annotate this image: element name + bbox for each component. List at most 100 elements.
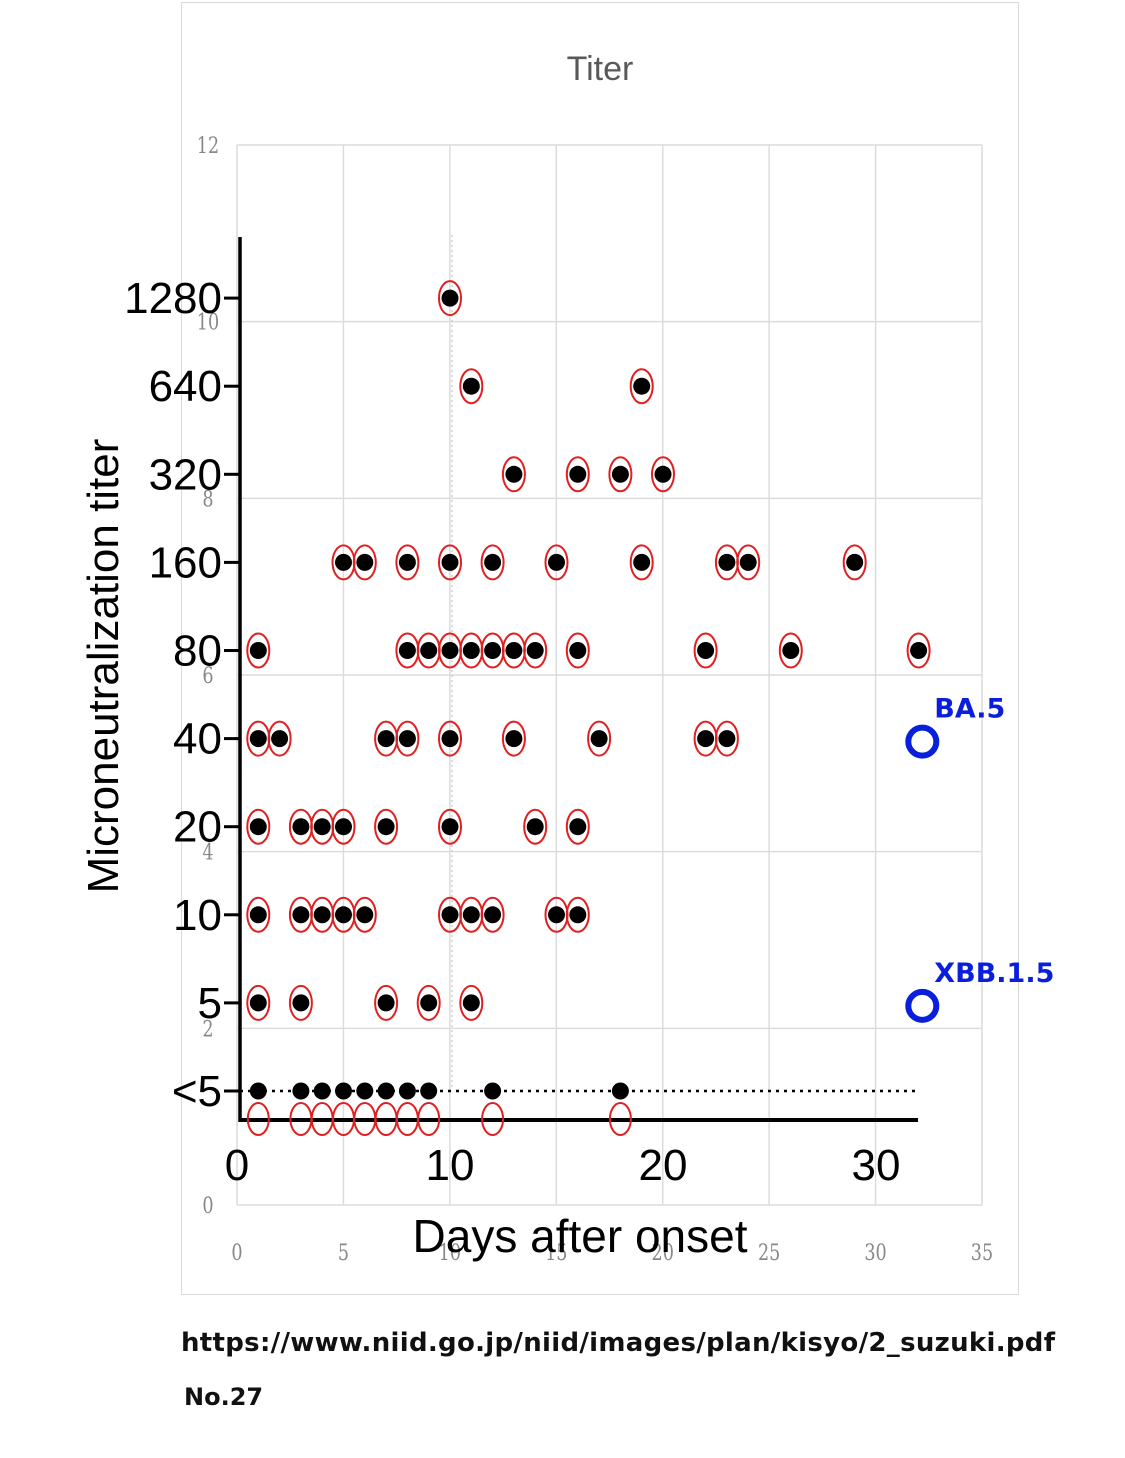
- data-point-dot: [846, 553, 864, 571]
- data-point: [608, 456, 633, 493]
- bg-y-tick-label: 2: [202, 1016, 213, 1041]
- data-point-ring: [246, 984, 271, 1021]
- chart-frame: [181, 2, 1019, 1295]
- data-point-dot: [249, 818, 267, 836]
- bg-x-tick-label: 20: [652, 1240, 674, 1265]
- variant-label: BA.5: [934, 694, 1005, 725]
- data-point-ring: [374, 808, 399, 845]
- variant-marker: BA.5: [905, 694, 1005, 759]
- data-point-ring: [438, 544, 462, 581]
- data-point-dot: [611, 1082, 629, 1100]
- data-point-ring: [565, 632, 590, 669]
- data-point-ring: [481, 1102, 505, 1136]
- x-tick-label: 30: [852, 1141, 901, 1190]
- data-point: [246, 632, 271, 669]
- data-point: [374, 1082, 398, 1136]
- data-point-dot: [484, 906, 502, 924]
- bg-x-tick-label: 0: [231, 1240, 242, 1265]
- data-point-dot: [356, 906, 374, 924]
- background-tick-labels: 0 5 10 15 20 25 30 35 0 2 4 6 8 10 12: [197, 133, 993, 1265]
- variant-markers: BA.5 XBB.1.5: [905, 694, 1054, 1023]
- data-point-ring: [288, 984, 313, 1021]
- data-point: [459, 368, 484, 405]
- data-point: [374, 808, 399, 845]
- data-point-dot: [526, 818, 544, 836]
- data-point: [395, 720, 420, 757]
- data-point: [693, 720, 718, 757]
- data-point-ring: [352, 896, 377, 933]
- data-point-dot: [569, 818, 587, 836]
- data-point: [565, 808, 590, 845]
- data-point: [523, 808, 548, 845]
- data-point-dot: [590, 730, 608, 748]
- data-point-dot: [398, 553, 416, 571]
- data-point-dot: [462, 377, 480, 395]
- variant-circle: [905, 724, 940, 759]
- data-point: [459, 984, 484, 1021]
- data-point: [246, 720, 271, 757]
- x-tick-labels: 0 10 20 30: [225, 1141, 901, 1190]
- data-point: [906, 632, 931, 669]
- bg-x-tick-label: 30: [864, 1240, 886, 1265]
- data-point: [565, 456, 590, 493]
- data-point-dot: [441, 642, 459, 659]
- data-point-ring: [523, 808, 548, 845]
- data-point-ring: [331, 808, 356, 845]
- y-tick-label: 320: [149, 450, 222, 499]
- data-point: [523, 632, 548, 669]
- data-point: [310, 896, 335, 933]
- data-point-dot: [377, 818, 395, 836]
- data-point-ring: [480, 544, 505, 581]
- data-point-dot: [398, 1082, 416, 1100]
- y-tick-label: <5: [172, 1067, 222, 1116]
- data-point-dot: [313, 818, 331, 836]
- data-point-ring: [906, 632, 931, 669]
- y-axis-title: Microneutralization titer: [79, 439, 128, 894]
- data-point-dot: [569, 465, 587, 483]
- data-points: [246, 280, 931, 1136]
- data-point-dot: [249, 1082, 267, 1100]
- page-number: No.27: [184, 1383, 264, 1411]
- data-point: [778, 632, 803, 669]
- data-point: [565, 896, 590, 933]
- data-point-ring: [842, 544, 867, 581]
- data-point: [289, 1082, 313, 1136]
- data-point: [587, 720, 612, 757]
- bg-y-tick-label: 10: [197, 310, 219, 335]
- data-point-ring: [565, 808, 590, 845]
- data-point: [395, 632, 420, 669]
- data-point-dot: [484, 642, 502, 659]
- data-point-dot: [739, 553, 757, 571]
- bg-y-tick-label: 6: [202, 663, 213, 688]
- data-point-dot: [462, 994, 480, 1012]
- data-point: [246, 984, 271, 1021]
- data-point-ring: [246, 896, 271, 933]
- data-point-dot: [398, 642, 416, 659]
- data-point-ring: [544, 544, 569, 581]
- bg-x-tick-label: 10: [439, 1240, 461, 1265]
- data-point-dot: [441, 906, 459, 924]
- x-axis-title: Days after onset: [413, 1210, 748, 1262]
- data-point-dot: [718, 553, 736, 571]
- titer-chart: Titer 0 5 10 15 20 25 30 35 0 2 4 6 8 10 12 <5 5 10 20 40 8…: [79, 50, 1054, 1266]
- data-point-ring: [395, 544, 420, 581]
- data-point: [353, 1082, 377, 1136]
- data-point-dot: [249, 906, 267, 924]
- y-tick-label: 80: [173, 627, 222, 676]
- data-point-dot: [654, 465, 672, 483]
- data-point-ring: [352, 544, 377, 581]
- bg-y-tick-label: 0: [202, 1193, 213, 1218]
- y-tick-label: 160: [149, 538, 222, 587]
- data-point-dot: [420, 642, 438, 659]
- y-tick-labels: <5 5 10 20 40 80 160 320 640 1280: [124, 274, 240, 1116]
- data-point-ring: [246, 632, 271, 669]
- bg-y-tick-label: 8: [202, 486, 213, 511]
- data-point-dot: [782, 642, 800, 659]
- data-point: [288, 808, 313, 845]
- data-point-dot: [292, 994, 310, 1012]
- data-point-dot: [420, 1082, 438, 1100]
- data-point-ring: [608, 456, 633, 493]
- data-point-ring: [501, 720, 526, 757]
- data-point-dot: [292, 906, 310, 924]
- data-point-dot: [335, 1082, 352, 1100]
